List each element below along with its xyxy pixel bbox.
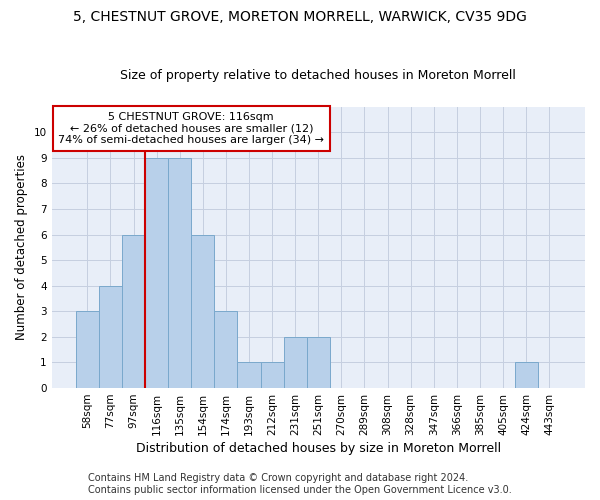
Bar <box>122 234 145 388</box>
Bar <box>284 337 307 388</box>
Text: Contains HM Land Registry data © Crown copyright and database right 2024.
Contai: Contains HM Land Registry data © Crown c… <box>88 474 512 495</box>
Bar <box>260 362 284 388</box>
Text: 5 CHESTNUT GROVE: 116sqm
← 26% of detached houses are smaller (12)
74% of semi-d: 5 CHESTNUT GROVE: 116sqm ← 26% of detach… <box>58 112 324 145</box>
Bar <box>168 158 191 388</box>
Bar <box>307 337 330 388</box>
Bar <box>76 312 99 388</box>
Bar <box>191 234 214 388</box>
Bar <box>145 158 168 388</box>
Title: Size of property relative to detached houses in Moreton Morrell: Size of property relative to detached ho… <box>121 69 516 82</box>
X-axis label: Distribution of detached houses by size in Moreton Morrell: Distribution of detached houses by size … <box>136 442 501 455</box>
Y-axis label: Number of detached properties: Number of detached properties <box>15 154 28 340</box>
Bar <box>515 362 538 388</box>
Bar <box>238 362 260 388</box>
Bar <box>99 286 122 388</box>
Text: 5, CHESTNUT GROVE, MORETON MORRELL, WARWICK, CV35 9DG: 5, CHESTNUT GROVE, MORETON MORRELL, WARW… <box>73 10 527 24</box>
Bar <box>214 312 238 388</box>
